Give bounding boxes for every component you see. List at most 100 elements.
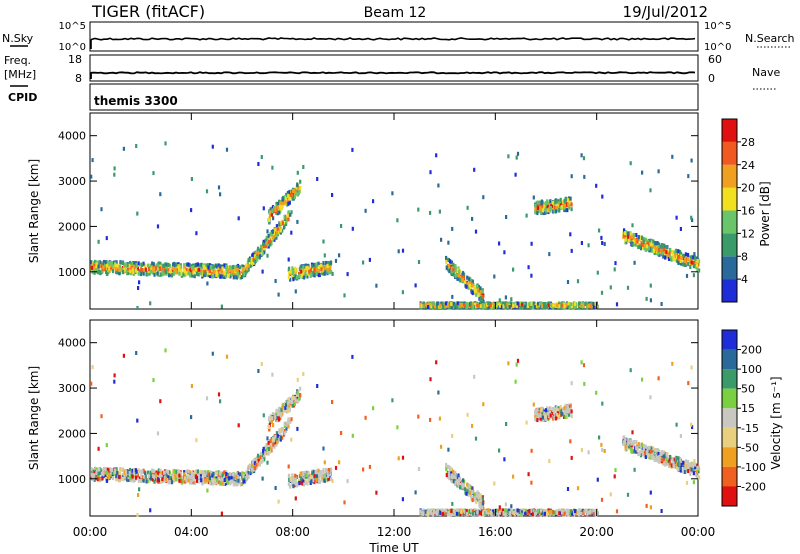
velocity-cell (662, 454, 665, 459)
velocity-cell (193, 474, 196, 479)
velocity-cell (513, 512, 516, 517)
power-cell (291, 196, 294, 201)
velocity-cell (276, 408, 280, 413)
power-cell (444, 301, 447, 306)
power-cell (438, 209, 441, 214)
velocity-cell (111, 468, 114, 472)
power-cell (328, 265, 331, 270)
power-cell (225, 271, 229, 276)
power-cell (575, 304, 578, 309)
velocity-cell (566, 405, 570, 410)
power-cell (248, 257, 251, 262)
power-cell (441, 305, 445, 310)
velocity-cell (250, 470, 253, 474)
velocity-cell (269, 414, 272, 419)
velocity-cell (567, 412, 571, 417)
power-cell (564, 196, 567, 201)
power-cell (452, 267, 455, 272)
power-cell (204, 271, 207, 276)
power-cell (563, 203, 566, 208)
velocity-cell (223, 470, 226, 475)
power-cell (285, 222, 288, 226)
power-cell (280, 200, 283, 205)
power-cell (697, 262, 700, 267)
nsearch-tick-top: 10^5 (704, 21, 731, 32)
velocity-cell (153, 479, 156, 484)
power-cell (111, 261, 114, 265)
velocity-cell (267, 451, 270, 456)
velocity-cell (623, 438, 626, 443)
power-cell (586, 304, 589, 309)
power-cell (296, 192, 299, 197)
power-cell (549, 208, 552, 213)
power-cell (489, 303, 492, 308)
velocity-cell (185, 469, 188, 474)
power-cell (312, 271, 315, 276)
power-cell (684, 257, 687, 262)
power-cell (503, 250, 506, 255)
power-cell (655, 247, 658, 252)
power-cell (266, 229, 269, 234)
power-cell (269, 207, 272, 212)
velocity-cell (264, 451, 267, 456)
power-cell (450, 262, 453, 267)
power-cell (512, 303, 515, 308)
power-cell (570, 202, 573, 207)
velocity-cell (106, 467, 109, 472)
power-cell (539, 305, 542, 310)
velocity-cell (457, 483, 460, 488)
power-cell (292, 277, 295, 282)
power-cell (622, 233, 626, 238)
power-cell (171, 266, 174, 271)
power-cell (291, 275, 294, 280)
velocity-scatter (90, 348, 701, 517)
power-cell (306, 265, 309, 270)
power-cell (178, 271, 181, 276)
power-cell (250, 257, 254, 262)
power-cell (334, 258, 338, 263)
velocity-cell (567, 409, 570, 414)
power-cell (397, 249, 400, 254)
power-cell (681, 262, 684, 267)
power-cell (682, 253, 685, 258)
power-cell (491, 302, 495, 307)
power-cell (327, 269, 330, 274)
power-cell (475, 284, 479, 289)
power-cell (216, 271, 219, 276)
power-cell (541, 208, 544, 213)
power-cell (536, 206, 540, 211)
power-cell (106, 260, 109, 265)
velocity-cell (445, 465, 448, 470)
power-cell (239, 275, 242, 280)
velocity-cell (541, 410, 544, 415)
velocity-cell (649, 449, 652, 454)
power-cell (501, 301, 505, 306)
power-cell (417, 260, 421, 264)
power-scatter (90, 141, 701, 310)
velocity-cell (326, 471, 329, 475)
power-cell (430, 304, 433, 309)
velocity-cell (236, 481, 239, 486)
power-cell (247, 267, 250, 272)
power-cell (138, 280, 141, 285)
velocity-cell (635, 446, 638, 451)
power-cell (462, 276, 466, 281)
power-cell (565, 205, 569, 210)
power-cell (548, 207, 551, 212)
velocity-cell (232, 482, 235, 487)
power-cell (474, 229, 478, 234)
power-cell (542, 211, 545, 216)
power-cell (164, 262, 167, 267)
power-cell (188, 263, 191, 268)
power-cell (551, 204, 554, 208)
velocity-cell (633, 449, 636, 454)
velocity-cell (557, 414, 560, 419)
power-cell (289, 277, 292, 282)
power-cell (231, 265, 234, 270)
power-cell (103, 263, 107, 268)
power-cell (635, 233, 638, 237)
power-cell (274, 227, 277, 232)
power-cell (121, 261, 124, 265)
power-cell (206, 266, 209, 271)
velocity-cell (235, 474, 238, 479)
